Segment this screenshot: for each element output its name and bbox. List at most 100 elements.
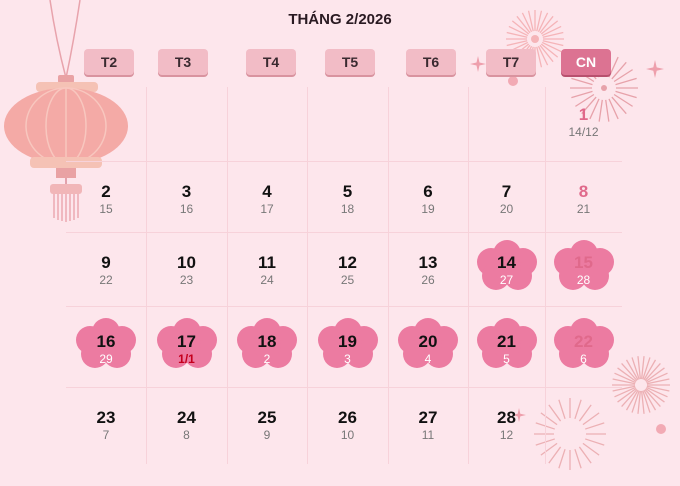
lunar-date: 19: [421, 202, 435, 216]
solar-date: 20: [418, 332, 438, 351]
grid-line: [66, 161, 622, 162]
lunar-date: 23: [179, 273, 194, 287]
solar-date: 21: [497, 332, 516, 351]
weekday-header-wed: T4: [246, 49, 296, 75]
grid-line: [66, 387, 622, 388]
lunar-date: 7: [102, 428, 110, 442]
lunar-date: 6: [580, 352, 587, 366]
lunar-date: 26: [421, 273, 435, 287]
day-cell[interactable]: 9 22: [66, 232, 146, 306]
solar-date: 26: [338, 408, 357, 427]
lunar-date: 1/1: [178, 352, 195, 366]
sparkle-icon: [470, 56, 486, 72]
grid-line: [388, 87, 389, 464]
day-cell[interactable]: 22 6: [545, 306, 622, 387]
dot-decoration: [656, 424, 666, 434]
solar-date: 7: [501, 182, 512, 201]
solar-date: 28: [497, 408, 516, 427]
grid-line: [66, 232, 622, 233]
day-cell[interactable]: 28 12: [468, 387, 545, 464]
day-cell[interactable]: 18 2: [227, 306, 307, 387]
flower-icon: [156, 318, 217, 368]
lunar-date: 29: [99, 352, 113, 366]
solar-date: 15: [574, 253, 593, 272]
day-cell[interactable]: 14 27: [468, 232, 545, 306]
day-cell[interactable]: 17 1/1: [146, 306, 227, 387]
weekday-header-thu: T5: [325, 49, 375, 75]
day-cell[interactable]: 5 18: [307, 161, 388, 232]
solar-date: 1: [578, 105, 589, 124]
solar-date: 10: [177, 253, 196, 272]
flower-icon: [553, 240, 614, 290]
solar-date: 5: [342, 182, 353, 201]
solar-date: 22: [574, 332, 593, 351]
grid-line: [468, 87, 469, 464]
day-cell[interactable]: 19 3: [307, 306, 388, 387]
flower-icon: [476, 318, 537, 368]
day-cell[interactable]: 27 11: [388, 387, 468, 464]
day-cell[interactable]: 3 16: [146, 161, 227, 232]
lunar-date: 15: [99, 202, 113, 216]
weekday-header-sat: T7: [486, 49, 536, 75]
grid-line: [66, 306, 622, 307]
day-cell[interactable]: 25 9: [227, 387, 307, 464]
lunar-date: 12: [499, 428, 514, 442]
solar-date: 8: [578, 182, 589, 201]
flower-icon: [476, 240, 537, 290]
solar-date: 18: [257, 332, 277, 351]
sparkle-icon: [646, 60, 664, 78]
solar-date: 25: [257, 408, 277, 427]
lunar-date: 24: [260, 273, 274, 287]
grid-line: [307, 87, 308, 464]
solar-date: 6: [423, 182, 433, 201]
grid-line: [227, 87, 228, 464]
day-cell[interactable]: 10 23: [146, 232, 227, 306]
month-title: THÁNG 2/2026: [288, 11, 392, 28]
lunar-date: 3: [344, 352, 351, 366]
solar-date: 12: [338, 253, 357, 272]
firework-icon: [612, 356, 670, 414]
solar-date: 16: [96, 332, 116, 351]
calendar-grid: 1 14/12 2 15 3 16 4 17 5 18 6 19 7 20 8 21 9 22 10 23 11 24 12…: [66, 87, 622, 464]
solar-date: 19: [338, 332, 357, 351]
day-cell[interactable]: 15 28: [545, 232, 622, 306]
day-cell[interactable]: 7 20: [468, 161, 545, 232]
day-cell[interactable]: 4 17: [227, 161, 307, 232]
lunar-date: 5: [503, 352, 510, 366]
lunar-date: 18: [340, 202, 355, 216]
lunar-date: 4: [424, 352, 432, 366]
lunar-date: 14/12: [568, 125, 599, 139]
lunar-date: 22: [99, 273, 113, 287]
day-cell[interactable]: 11 24: [227, 232, 307, 306]
day-cell[interactable]: 13 26: [388, 232, 468, 306]
weekday-header-mon: T2: [84, 49, 134, 75]
day-cell[interactable]: 1 14/12: [545, 87, 622, 161]
lunar-date: 21: [576, 202, 591, 216]
flower-icon: [237, 318, 297, 368]
day-cell[interactable]: 24 8: [146, 387, 227, 464]
solar-date: 9: [101, 253, 111, 272]
firework-icon: [506, 10, 564, 68]
weekday-header-sun: CN: [561, 49, 611, 75]
lunar-date: 16: [179, 202, 194, 216]
lunar-date: 20: [499, 202, 514, 216]
lunar-date: 11: [421, 428, 435, 442]
day-cell[interactable]: 12 25: [307, 232, 388, 306]
lunar-date: 17: [260, 202, 274, 216]
day-cell[interactable]: 20 4: [388, 306, 468, 387]
day-cell[interactable]: 8 21: [545, 161, 622, 232]
day-cell[interactable]: 16 29: [66, 306, 146, 387]
day-cell[interactable]: 26 10: [307, 387, 388, 464]
solar-date: 14: [497, 253, 516, 272]
sparkle-icon: [512, 408, 526, 422]
lunar-date: 10: [340, 428, 355, 442]
day-cell[interactable]: 6 19: [388, 161, 468, 232]
day-cell[interactable]: 23 7: [66, 387, 146, 464]
lunar-date: 9: [263, 428, 271, 442]
grid-line: [146, 87, 147, 464]
flower-icon: [76, 318, 136, 368]
firework-icon: [534, 398, 606, 470]
